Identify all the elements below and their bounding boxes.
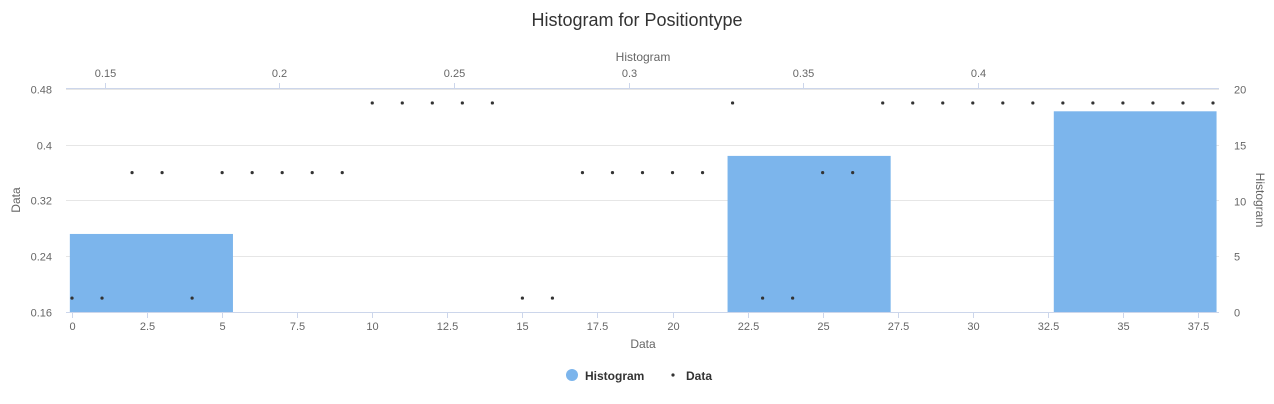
data-point <box>821 171 825 175</box>
data-points <box>70 101 1215 300</box>
data-point <box>100 296 104 300</box>
legend-histogram-swatch <box>566 369 578 381</box>
y-left-tick-label: 0.16 <box>31 308 52 320</box>
data-point <box>310 171 314 175</box>
x-top-tick-label: 0.4 <box>971 68 986 80</box>
data-point <box>700 171 705 175</box>
y-right-axis-title: Histogram <box>1253 173 1267 228</box>
data-point <box>1211 101 1215 105</box>
data-point <box>520 296 524 300</box>
x-top-tick-label: 0.35 <box>793 68 814 80</box>
histogram-bar <box>69 233 233 312</box>
x-bottom-tick-label: 25 <box>817 321 829 333</box>
legend-histogram-label: Histogram <box>585 369 644 383</box>
data-point <box>550 296 555 300</box>
y-left-tick-label: 0.48 <box>31 85 52 97</box>
data-point <box>580 171 585 175</box>
x-top-tick-label: 0.25 <box>444 68 465 80</box>
data-point <box>941 101 945 105</box>
legend-item-histogram[interactable]: Histogram <box>566 369 644 383</box>
grid-lines <box>66 89 1219 313</box>
data-point <box>1181 101 1185 105</box>
data-point <box>881 101 885 105</box>
x-bottom-axis-title: Data <box>630 337 656 351</box>
data-point <box>1151 101 1155 105</box>
data-point <box>670 171 675 175</box>
x-bottom-tick-label: 12.5 <box>437 321 458 333</box>
x-top-tick-label: 0.3 <box>622 68 637 80</box>
x-bottom-tick-label: 2.5 <box>140 321 155 333</box>
x-bottom-tick-label: 10 <box>366 321 378 333</box>
data-point <box>340 171 344 175</box>
x-bottom-tick-label: 17.5 <box>587 321 608 333</box>
data-point <box>220 171 224 175</box>
data-point <box>1091 101 1095 105</box>
data-point <box>1031 101 1035 105</box>
x-bottom-tick-label: 32.5 <box>1038 321 1059 333</box>
data-point <box>610 171 615 175</box>
data-point <box>730 101 735 105</box>
data-point <box>160 171 164 175</box>
data-point <box>1001 101 1005 105</box>
data-point <box>640 171 645 175</box>
data-point <box>971 101 975 105</box>
legend: Histogram Data <box>566 369 712 383</box>
y-right-tick-label: 10 <box>1234 197 1246 209</box>
y-right-tick-label: 20 <box>1234 85 1246 97</box>
x-bottom-tick-label: 5 <box>219 321 225 333</box>
data-point <box>851 171 855 175</box>
x-bottom-tick-label: 0 <box>69 321 75 333</box>
axes: 0.16 0.24 0.32 0.4 0.48 0 5 10 15 20 0 2.5 5 7.5 10 12.… <box>31 68 1247 333</box>
data-point <box>190 296 194 300</box>
x-bottom-tick-label: 30 <box>967 321 979 333</box>
data-point <box>1121 101 1125 105</box>
x-bottom-tick-label: 22.5 <box>738 321 759 333</box>
data-point <box>460 101 464 105</box>
data-point <box>370 101 374 105</box>
x-bottom-tick-label: 15 <box>516 321 528 333</box>
x-bottom-tick-label: 7.5 <box>290 321 305 333</box>
x-top-tick-label: 0.2 <box>272 68 287 80</box>
histogram-bar <box>1053 111 1217 312</box>
histogram-bars <box>69 111 1217 312</box>
y-right-tick-label: 5 <box>1234 252 1240 264</box>
data-point <box>400 101 404 105</box>
y-right-tick-label: 0 <box>1234 308 1240 320</box>
data-point <box>130 171 134 175</box>
data-point <box>1061 101 1065 105</box>
legend-item-data[interactable]: Data <box>671 369 712 383</box>
data-point <box>791 296 795 300</box>
data-point <box>280 171 284 175</box>
data-point <box>490 101 494 105</box>
y-left-tick-label: 0.32 <box>31 196 52 208</box>
data-point <box>761 296 765 300</box>
legend-data-swatch <box>671 373 675 377</box>
histogram-bar <box>727 155 891 312</box>
x-bottom-tick-label: 37.5 <box>1188 321 1209 333</box>
x-bottom-tick-label: 20 <box>667 321 679 333</box>
x-bottom-tick-label: 27.5 <box>888 321 909 333</box>
legend-data-label: Data <box>686 369 712 383</box>
x-top-axis-title: Histogram <box>616 50 671 64</box>
data-point <box>911 101 915 105</box>
y-left-axis-title: Data <box>9 187 23 213</box>
data-point <box>70 296 74 300</box>
y-right-tick-label: 15 <box>1234 141 1246 153</box>
x-top-tick-label: 0.15 <box>95 68 116 80</box>
data-point <box>250 171 254 175</box>
data-point <box>430 101 434 105</box>
y-left-tick-label: 0.24 <box>31 252 52 264</box>
chart-title: Histogram for Positiontype <box>531 10 742 30</box>
y-left-tick-label: 0.4 <box>37 141 52 153</box>
x-bottom-tick-label: 35 <box>1117 321 1129 333</box>
